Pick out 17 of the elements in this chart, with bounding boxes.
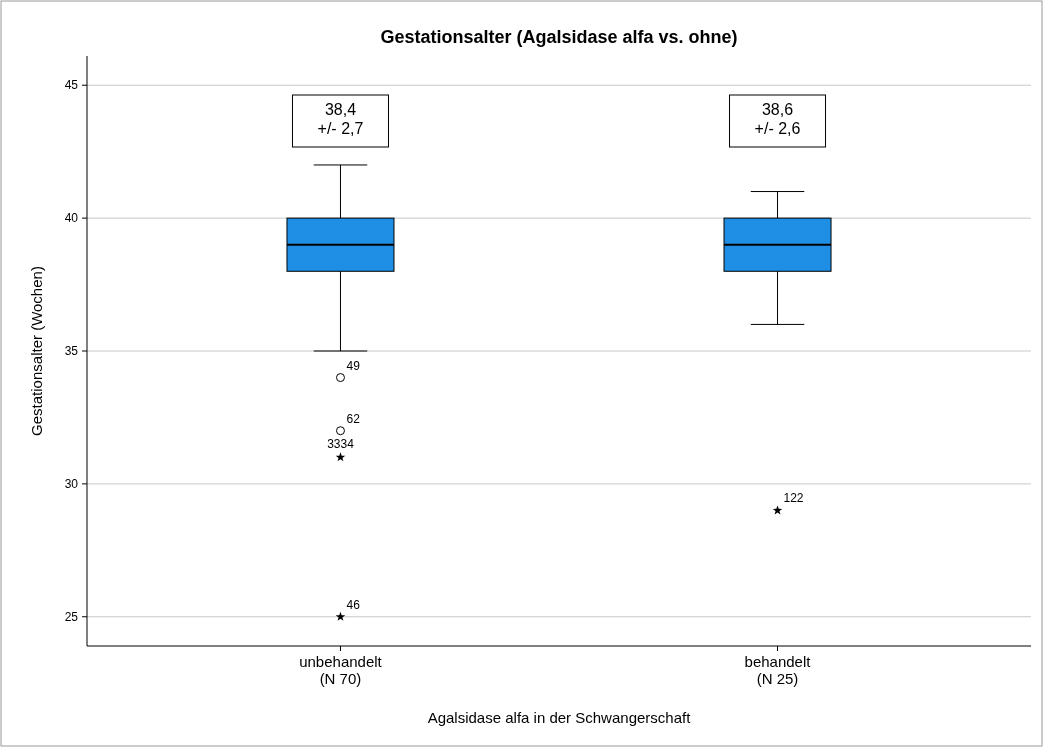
y-axis-title: Gestationsalter (Wochen) [28, 266, 45, 436]
y-tick-label: 40 [64, 211, 79, 226]
annotation: 62 [346, 411, 361, 426]
chart-title: Gestationsalter (Agalsidase alfa vs. ohne) [380, 27, 738, 47]
y-tick-label: 30 [64, 477, 79, 492]
y-tick-label: 35 [64, 344, 79, 359]
annotation: 3334 [327, 437, 355, 452]
x-axis-title: Agalsidase alfa in der Schwangerschaft [427, 709, 692, 726]
y-tick-label: 25 [64, 609, 79, 624]
annotation: 38,6 +/- 2,6 [754, 101, 801, 137]
annotation: 49 [346, 358, 361, 373]
x-tick-label: unbehandelt (N 70) [299, 653, 383, 687]
annotation: 38,4 +/- 2,7 [317, 101, 364, 137]
y-tick-label: 45 [64, 78, 79, 93]
annotation: 122 [783, 491, 804, 506]
annotation: 46 [346, 597, 361, 612]
x-tick-label: behandelt (N 25) [744, 653, 812, 687]
